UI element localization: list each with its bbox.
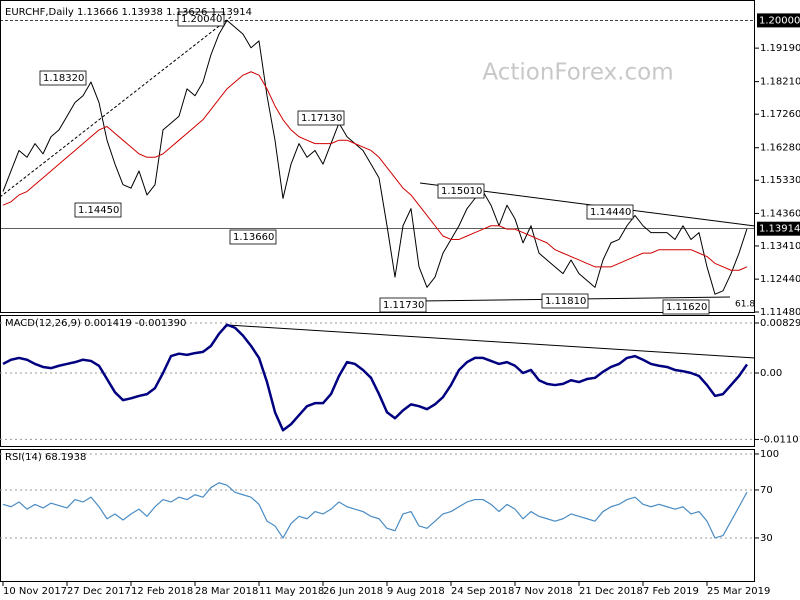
level-label-box	[586, 204, 634, 220]
y-tick-label: 1.19190	[760, 43, 800, 54]
panel-title: MACD(12,26,9) 0.001419 -0.001390	[5, 318, 186, 329]
level-label-box	[541, 293, 589, 309]
level-label: 1.17130	[301, 113, 342, 124]
last-price-label: 1.13914	[759, 224, 800, 235]
x-tick-label: 26 Jun 2018	[323, 586, 383, 597]
last-price-box	[757, 221, 800, 236]
x-tick-label: 21 Dec 2018	[579, 586, 643, 597]
level-label: 1.14450	[78, 205, 119, 216]
panel-title: EURCHF,Daily 1.13666 1.13938 1.13626 1.1…	[5, 7, 252, 18]
level-label: 1.11620	[666, 302, 707, 313]
level-label: 1.14440	[590, 207, 631, 218]
level-label: 1.20040	[181, 14, 222, 25]
panel-title: RSI(14) 68.1938	[5, 452, 86, 463]
level-label: 1.15010	[441, 186, 482, 197]
trend-line	[0, 15, 233, 198]
y-tick-label: 0.00	[760, 368, 782, 379]
x-tick-label: 10 Nov 2017	[3, 586, 67, 597]
macd-trend-line	[227, 324, 756, 359]
level-label: 1.11810	[545, 296, 586, 307]
x-tick-label: 11 May 2018	[259, 586, 324, 597]
level-label: 1.13660	[233, 232, 274, 243]
x-tick-label: 27 Dec 2017	[67, 586, 131, 597]
level-label-box	[74, 202, 122, 218]
rsi-panel-frame	[0, 449, 755, 582]
level-label-box	[177, 11, 225, 27]
series-line	[2, 19, 748, 295]
y-tick-label: 1.11480	[760, 307, 800, 318]
y-tick-label: 1.15330	[760, 175, 800, 186]
y-tick-label: 0.008292	[760, 318, 800, 329]
level-label-box	[437, 183, 485, 199]
x-tick-label: 7 Nov 2018	[515, 586, 573, 597]
level-box	[757, 13, 800, 28]
level-label: 1.20000	[759, 15, 800, 26]
price-panel-frame	[0, 0, 755, 313]
x-tick-label: 25 Mar 2019	[707, 586, 770, 597]
series-line	[2, 323, 749, 432]
y-tick-label: -0.011015	[760, 434, 800, 445]
fib-note: 61.8	[735, 300, 755, 310]
level-label: 1.18320	[43, 73, 84, 84]
y-tick-label: 30	[760, 533, 773, 544]
y-tick-label: 1.16280	[760, 143, 800, 154]
y-tick-label: 1.18210	[760, 77, 800, 88]
y-tick-label: 70	[760, 485, 773, 496]
x-tick-label: 9 Aug 2018	[387, 586, 445, 597]
y-tick-label: 100	[760, 449, 779, 460]
level-label-box	[39, 70, 87, 86]
y-tick-label: 1.14360	[760, 208, 800, 219]
level-label-box	[379, 297, 427, 313]
y-tick-label: 1.17260	[760, 109, 800, 120]
level-label-box	[297, 110, 345, 126]
series-line	[2, 482, 748, 539]
level-label: 1.11730	[383, 300, 424, 311]
level-label-box	[662, 299, 710, 315]
y-tick-label: 1.13410	[760, 241, 800, 252]
x-tick-label: 28 Mar 2018	[195, 586, 258, 597]
macd-panel-frame	[0, 315, 755, 447]
watermark: ActionForex.com	[482, 60, 673, 86]
x-tick-label: 12 Feb 2018	[131, 586, 193, 597]
series-line	[2, 71, 748, 271]
x-tick-label: 24 Sep 2018	[451, 586, 514, 597]
y-tick-label: 1.12440	[760, 274, 800, 285]
x-tick-label: 7 Feb 2019	[643, 586, 699, 597]
level-label-box	[229, 229, 277, 245]
